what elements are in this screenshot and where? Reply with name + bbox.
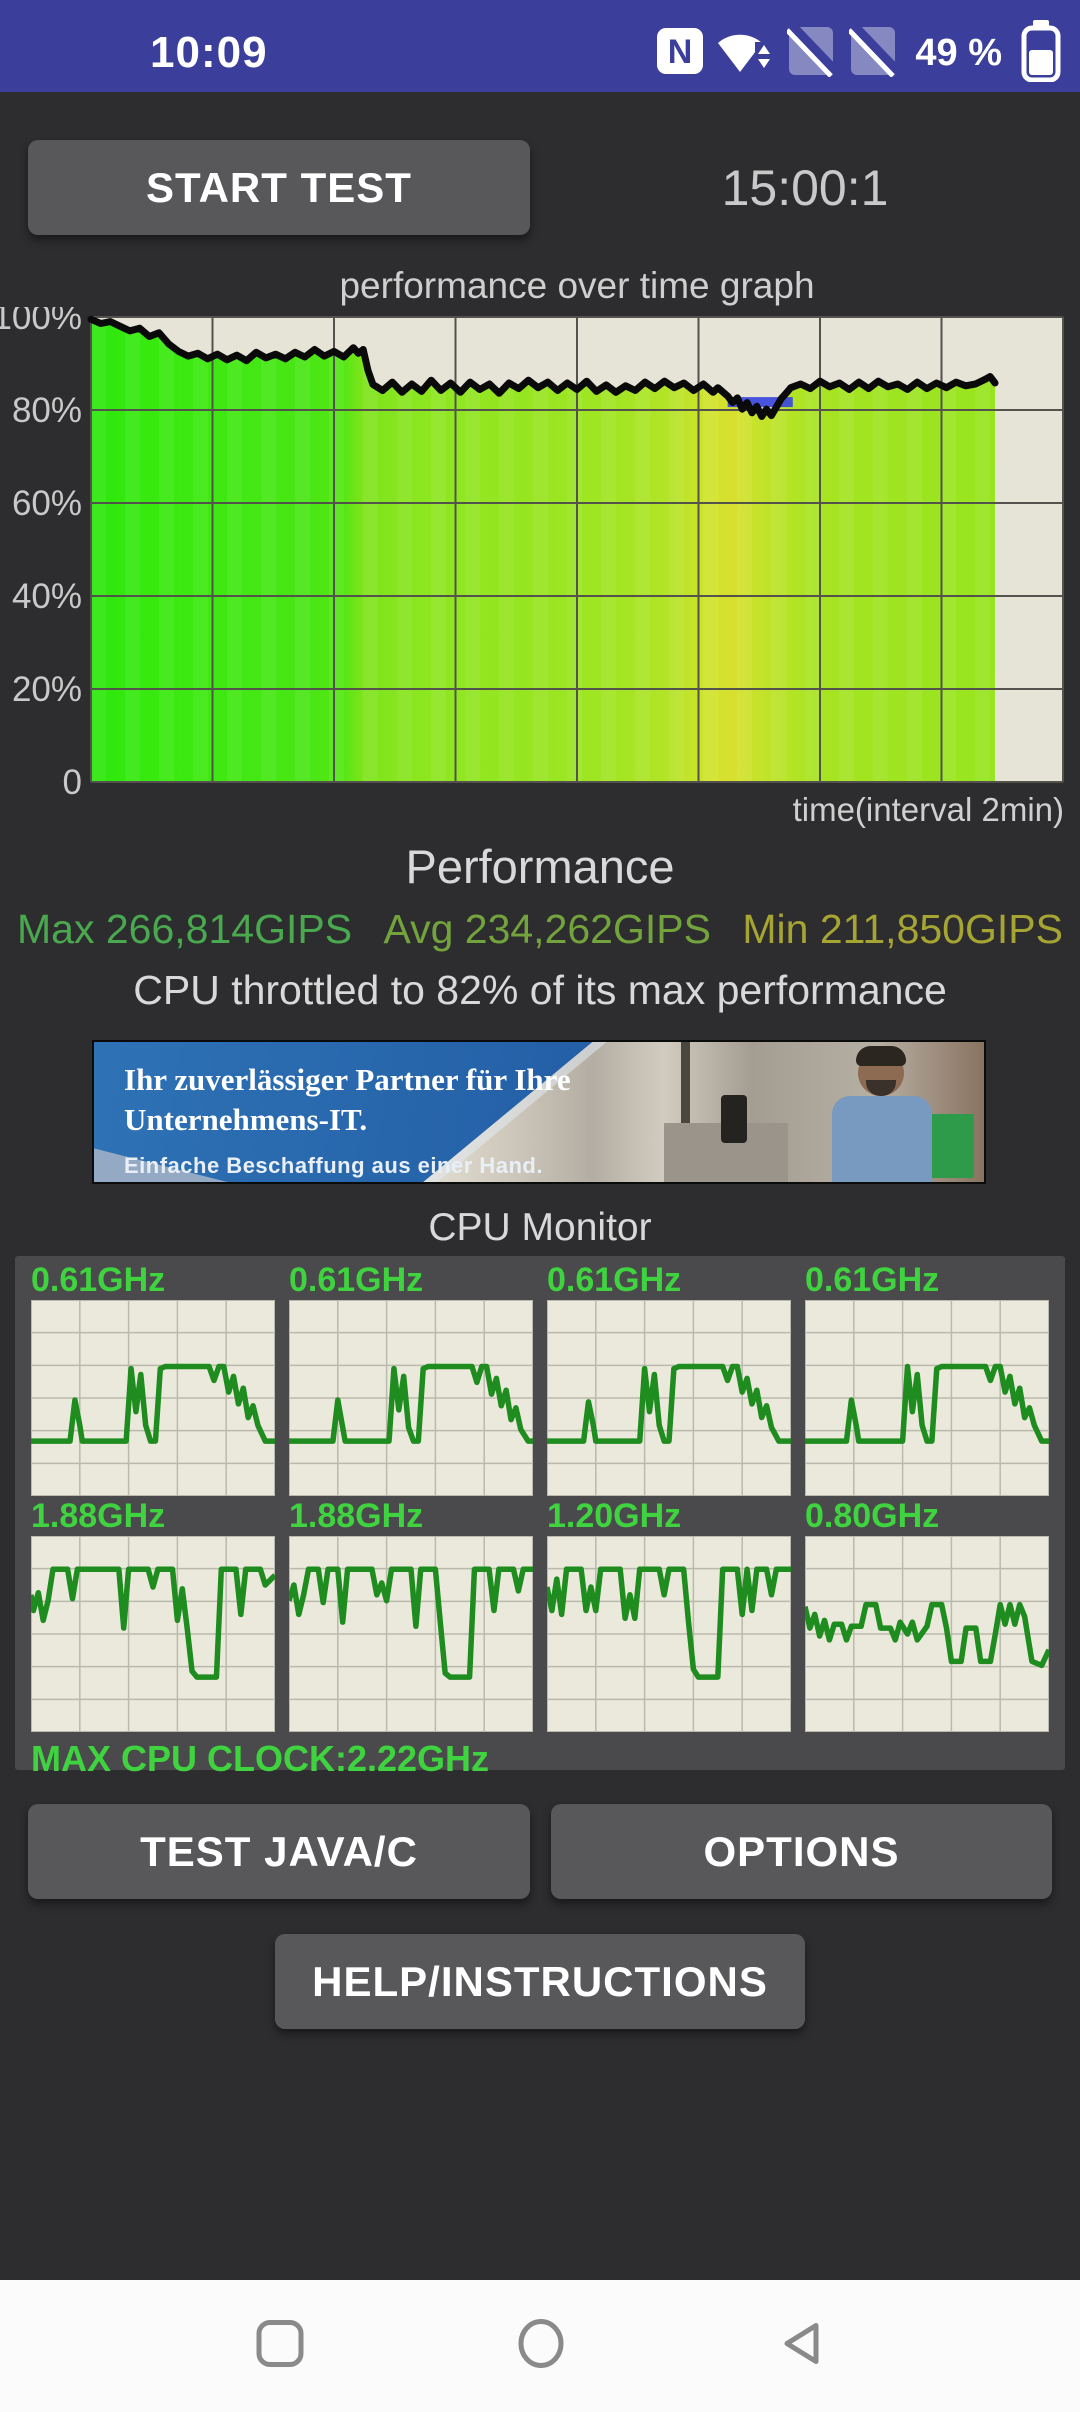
header-row: START TEST 15:00:1 [0,140,1080,235]
chart-title: performance over time graph [339,265,815,306]
svg-text:100%: 100% [0,307,82,337]
stat-min: Min 211,850GIPS [742,906,1063,952]
performance-over-time-chart: 100% 80% 60% 40% 20% 0 [0,307,1064,802]
cpu-core-cell: 1.88GHz [289,1496,533,1732]
options-button[interactable]: OPTIONS [551,1804,1052,1899]
action-button-row: TEST JAVA/C OPTIONS [0,1804,1080,1899]
cpu-core-graph [31,1300,275,1496]
sim-disabled-icon [847,21,901,82]
cpu-core-graph [31,1536,275,1732]
battery-percent-label: 49 % [915,31,1002,74]
cpu-core-grid: 0.61GHz 0.61GHz 0.61GHz 0.61GHz 1.88GHz … [31,1260,1049,1732]
cpu-core-freq-label: 0.61GHz [805,1261,940,1299]
cpu-core-cell: 1.88GHz [31,1496,275,1732]
cpu-core-freq-label: 0.61GHz [31,1261,166,1299]
wifi-icon [717,28,774,79]
ad-text: Ihr zuverlässiger Partner für Ihre Unter… [124,1060,594,1179]
test-java-c-button[interactable]: TEST JAVA/C [28,1804,530,1899]
cpu-core-graph [547,1536,791,1732]
cpu-core-graph [289,1300,533,1496]
max-cpu-clock-label: MAX CPU CLOCK:2.22GHz [31,1738,490,1779]
cpu-core-graph [289,1536,533,1732]
nfc-icon: N [657,27,704,79]
cpu-core-graph [547,1300,791,1496]
status-bar: 10:09 N [0,0,1080,92]
throttle-summary: CPU throttled to 82% of its max performa… [133,967,947,1013]
svg-text:40%: 40% [12,577,82,616]
stat-max: Max 266,814GIPS [17,906,353,952]
ad-photo-object [721,1095,748,1143]
svg-text:0: 0 [63,763,82,802]
home-button-icon[interactable] [517,2319,565,2374]
cpu-core-cell: 0.61GHz [547,1260,791,1496]
cpu-core-freq-label: 1.20GHz [547,1497,682,1535]
ad-subline: Einfache Beschaffung aus einer Hand. [124,1153,543,1179]
test-timer: 15:00:1 [721,159,889,216]
cpu-core-graph [805,1300,1049,1496]
cpu-core-freq-label: 0.61GHz [547,1261,682,1299]
svg-text:N: N [668,33,693,71]
ad-photo-window-frame [681,1042,691,1126]
ad-banner[interactable]: Ihr zuverlässiger Partner für Ihre Unter… [92,1040,986,1184]
cpu-core-freq-label: 1.88GHz [289,1497,424,1535]
battery-icon [1020,19,1062,87]
cpu-core-cell: 0.61GHz [805,1260,1049,1496]
cpu-core-cell: 0.61GHz [31,1260,275,1496]
back-button-icon[interactable] [778,2320,826,2373]
svg-text:80%: 80% [12,391,82,430]
ad-headline: Ihr zuverlässiger Partner für Ihre Unter… [124,1062,571,1137]
recents-button-icon[interactable] [256,2320,304,2373]
status-icons: N 49 % [657,19,1062,87]
cpu-monitor-heading: CPU Monitor [428,1206,652,1249]
cpu-core-cell: 0.61GHz [289,1260,533,1496]
start-test-button[interactable]: START TEST [28,140,530,235]
cpu-monitor-panel: 0.61GHz 0.61GHz 0.61GHz 0.61GHz 1.88GHz … [15,1256,1065,1779]
status-clock: 10:09 [150,28,268,77]
help-instructions-button[interactable]: HELP/INSTRUCTIONS [275,1934,805,2029]
performance-stats-row: Max 266,814GIPS Avg 234,262GIPS Min 211,… [0,906,1080,953]
cpu-core-cell: 0.80GHz [805,1496,1049,1732]
stat-avg: Avg 234,262GIPS [383,906,711,952]
cpu-core-graph [805,1536,1049,1732]
help-button-row: HELP/INSTRUCTIONS [0,1934,1080,2029]
cpu-core-cell: 1.20GHz [547,1496,791,1732]
android-navigation-bar [0,2280,1080,2412]
chart-x-axis-label: time(interval 2min) [792,791,1064,828]
ad-photo-man [824,1046,944,1182]
sim-disabled-icon [785,21,839,82]
svg-text:20%: 20% [12,670,82,709]
performance-heading: Performance [405,840,675,893]
svg-text:60%: 60% [12,484,82,523]
cpu-core-freq-label: 0.80GHz [805,1497,940,1535]
cpu-core-freq-label: 1.88GHz [31,1497,166,1535]
cpu-core-freq-label: 0.61GHz [289,1261,424,1299]
